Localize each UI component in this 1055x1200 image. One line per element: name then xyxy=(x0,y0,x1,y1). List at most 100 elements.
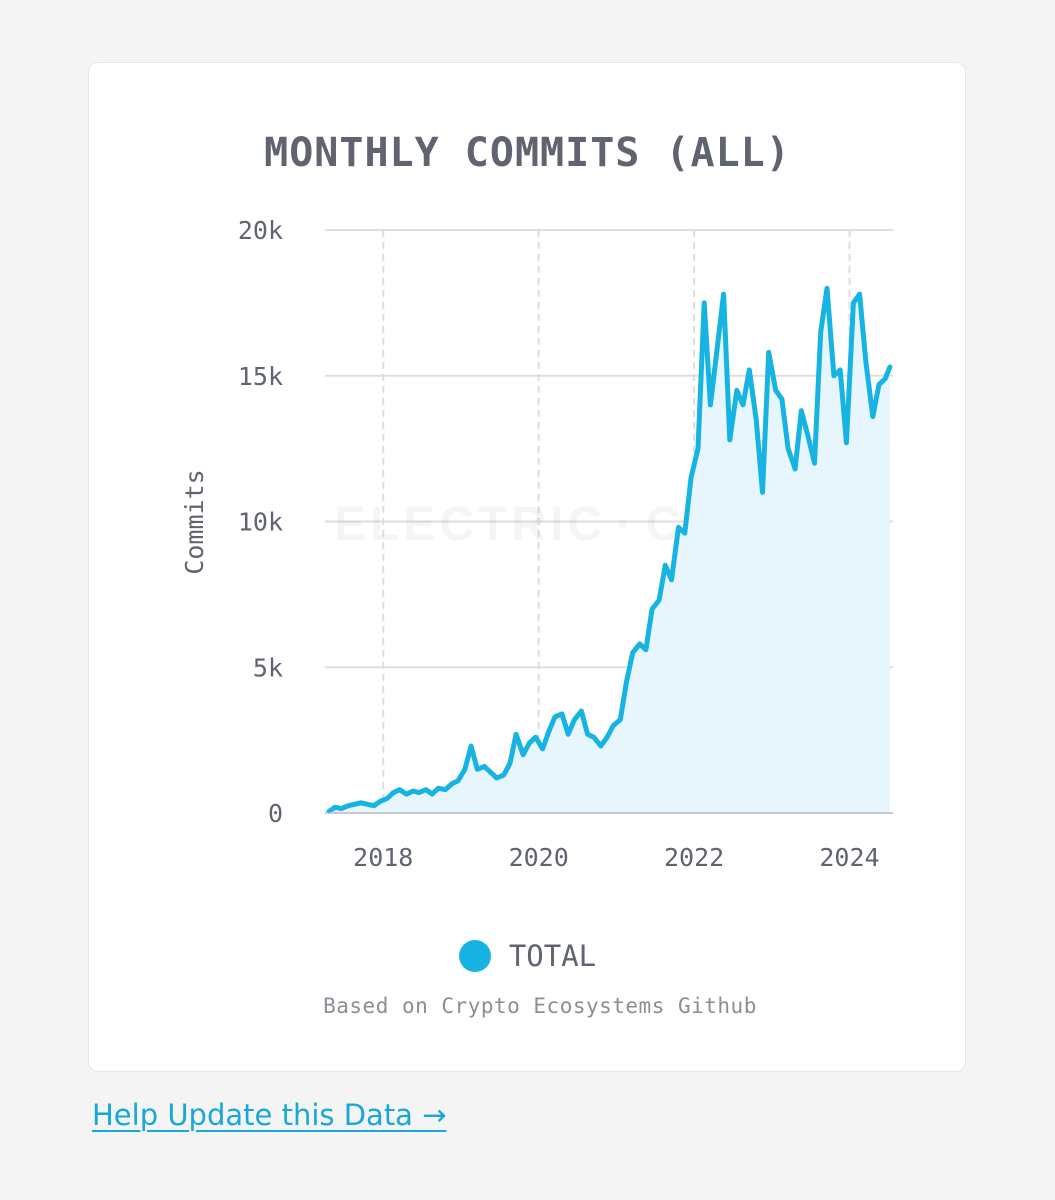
data-point xyxy=(819,330,823,334)
data-point xyxy=(670,578,673,582)
data-point xyxy=(521,753,525,757)
data-point xyxy=(489,770,492,774)
data-point xyxy=(553,715,557,719)
data-point xyxy=(638,642,642,646)
y-tick-label: 0 xyxy=(268,799,283,828)
data-point xyxy=(436,786,440,790)
data-point xyxy=(851,301,855,305)
data-point xyxy=(754,418,758,421)
data-point xyxy=(657,598,661,602)
data-point xyxy=(696,447,700,451)
data-point xyxy=(767,350,771,354)
data-point xyxy=(385,796,389,800)
data-point xyxy=(683,531,687,535)
series-line-total xyxy=(326,285,893,814)
y-tick-label: 15k xyxy=(238,362,283,391)
chart-legend: TOTAL xyxy=(0,934,1055,978)
data-point xyxy=(514,732,518,736)
data-point xyxy=(391,791,395,795)
data-point xyxy=(825,286,829,290)
data-point xyxy=(864,359,868,363)
data-point xyxy=(747,368,751,372)
data-point xyxy=(541,747,545,751)
data-point xyxy=(611,724,615,727)
data-point xyxy=(372,804,376,808)
data-point xyxy=(586,732,590,736)
data-point xyxy=(463,767,467,771)
data-point xyxy=(398,788,402,792)
data-point xyxy=(572,718,576,722)
data-point xyxy=(858,292,862,296)
help-update-data-link[interactable]: Help Update this Data → xyxy=(92,1098,447,1132)
y-axis-title: Commits xyxy=(180,469,209,574)
data-point xyxy=(560,712,564,716)
series-area-total xyxy=(328,288,890,813)
data-point xyxy=(430,792,434,796)
y-tick-label: 5k xyxy=(253,653,283,682)
x-tick-label: 2020 xyxy=(509,843,569,872)
x-tick-label: 2018 xyxy=(353,843,413,872)
data-point xyxy=(495,776,499,780)
data-point xyxy=(502,773,506,777)
watermark-left: ELECTRIC xyxy=(334,498,606,551)
data-point xyxy=(339,807,343,811)
data-point xyxy=(883,377,887,381)
data-point xyxy=(508,761,512,765)
data-point xyxy=(378,799,382,803)
data-point xyxy=(456,779,460,783)
data-point xyxy=(618,718,622,722)
data-point xyxy=(527,741,531,745)
data-point xyxy=(566,732,570,736)
data-point xyxy=(625,680,628,684)
data-point xyxy=(417,791,421,795)
data-point xyxy=(534,735,538,739)
data-point xyxy=(871,415,875,419)
data-point xyxy=(469,744,473,748)
legend-total-marker xyxy=(458,940,491,972)
legend-total-label: TOTAL xyxy=(508,939,597,973)
data-point xyxy=(708,403,712,407)
data-point xyxy=(424,788,428,792)
data-point xyxy=(761,490,764,494)
data-point xyxy=(359,801,363,805)
data-point xyxy=(793,467,797,471)
data-point xyxy=(677,525,680,529)
data-point xyxy=(728,438,732,442)
data-point xyxy=(735,388,739,392)
data-point xyxy=(741,403,745,407)
data-point xyxy=(443,788,447,792)
data-point xyxy=(806,432,809,436)
data-point xyxy=(353,802,356,806)
data-point xyxy=(327,810,331,813)
data-point xyxy=(366,802,370,806)
x-tick-label: 2022 xyxy=(664,843,724,872)
data-point xyxy=(592,735,596,739)
source-note: Based on Crypto Ecosystems Github xyxy=(323,994,757,1018)
data-point xyxy=(786,447,790,451)
tick-labels: 0 5k 10k 15k 20k 2018 2020 2022 2024 xyxy=(238,216,880,872)
watermark-separator: · xyxy=(616,498,636,551)
data-point xyxy=(605,735,609,739)
data-point xyxy=(475,767,479,771)
data-point xyxy=(689,476,693,480)
data-point xyxy=(888,365,892,369)
y-tick-label: 20k xyxy=(238,216,283,245)
data-point xyxy=(650,607,654,611)
data-points xyxy=(327,286,892,813)
data-point xyxy=(411,789,415,793)
data-point xyxy=(877,383,881,386)
data-point xyxy=(482,764,486,768)
data-point xyxy=(333,805,337,809)
data-point xyxy=(832,374,836,378)
data-point xyxy=(702,301,706,305)
data-point xyxy=(450,782,454,786)
data-point xyxy=(405,792,409,796)
data-point xyxy=(579,709,583,713)
data-point xyxy=(663,563,667,567)
data-point xyxy=(722,292,726,296)
data-point xyxy=(838,368,842,372)
data-point xyxy=(547,729,551,733)
data-point xyxy=(844,441,848,445)
data-point xyxy=(599,744,603,748)
